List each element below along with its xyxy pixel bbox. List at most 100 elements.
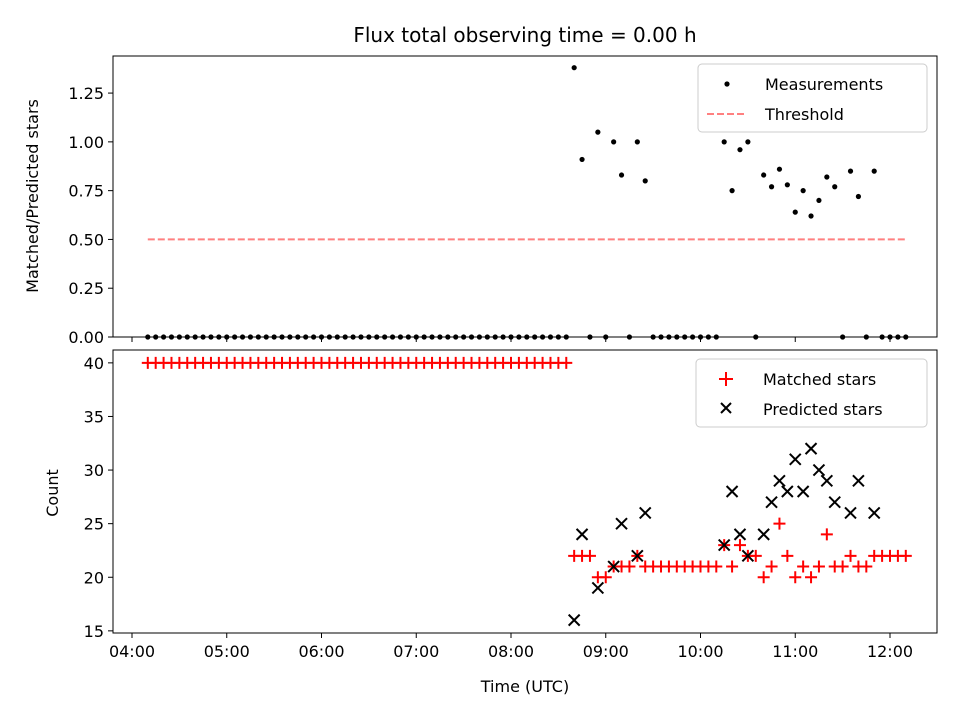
matched-star-point	[899, 549, 912, 562]
measurement-point	[855, 193, 862, 200]
y-tick-label: 1.00	[68, 133, 104, 152]
y-tick-label: 35	[84, 407, 104, 426]
x-tick-label: 09:00	[583, 642, 629, 661]
measurement-point	[579, 156, 585, 163]
matched-star-point	[820, 528, 833, 541]
bottom-legend-box	[695, 358, 928, 428]
predicted-star-point	[781, 485, 794, 498]
measurement-point	[871, 168, 877, 174]
predicted-star-point	[567, 613, 581, 627]
y-tick-label: 40	[84, 354, 104, 373]
predicted-star-point	[591, 581, 605, 595]
predicted-star-point	[575, 528, 589, 541]
legend-predicted-label: Predicted stars	[763, 400, 883, 419]
bottom-x-axis: 04:00 05:00 06:00 07:00 08:00 09:00 10:00 11:00…	[109, 633, 913, 661]
y-tick-label: 0.25	[68, 279, 104, 298]
matched-star-point	[836, 560, 849, 573]
predicted-star-point	[804, 442, 818, 455]
top-y-axis-label: Matched/Predicted stars	[23, 99, 42, 293]
measurement-point	[847, 168, 854, 174]
y-tick-label: 0.50	[68, 230, 104, 249]
predicted-star-point	[796, 485, 810, 498]
matched-star-point	[860, 560, 873, 573]
matched-star-point	[805, 571, 818, 584]
matched-star-point	[733, 539, 746, 552]
x-tick-label: 06:00	[298, 642, 344, 661]
bottom-y-axis: 15 20 25 30 35 40	[84, 354, 113, 641]
measurement-point	[571, 65, 577, 71]
measurement-point	[721, 139, 727, 145]
y-tick-label: 0.00	[68, 328, 104, 347]
chart-title: Flux total observing time = 0.00 h	[353, 23, 696, 47]
matched-star-point	[560, 356, 573, 369]
star-count-panel: Count Time (UTC) 15 20 25 30 35 40 04:00 05:00…	[43, 349, 938, 696]
measurement-point	[595, 129, 601, 135]
x-tick-label: 04:00	[109, 642, 155, 661]
predicted-star-point	[757, 528, 770, 541]
top-axes-frame	[112, 55, 938, 338]
x-axis-label: Time (UTC)	[480, 677, 569, 696]
top-legend-box	[697, 63, 928, 133]
flux-ratio-panel: Flux total observing time = 0.00 h Match…	[23, 23, 938, 347]
predicted-star-point	[607, 560, 620, 573]
matched-star-point	[599, 571, 612, 584]
matched-star-point	[844, 549, 857, 562]
measurement-point	[745, 139, 751, 145]
matched-star-point	[797, 560, 810, 573]
y-tick-label: 30	[84, 461, 104, 480]
predicted-star-point	[615, 517, 628, 530]
matched-star-point	[812, 560, 825, 573]
y-tick-label: 25	[84, 515, 104, 534]
matched-star-point	[757, 571, 770, 584]
predicted-star-point	[852, 474, 865, 487]
x-tick-label: 08:00	[488, 642, 534, 661]
predicted-star-point	[844, 506, 857, 520]
legend-measurements-marker	[724, 81, 730, 87]
y-tick-label: 15	[84, 622, 104, 641]
matched-star-point	[781, 549, 794, 562]
x-tick-label: 11:00	[772, 642, 818, 661]
matched-star-point	[726, 560, 739, 573]
measurement-point	[611, 139, 617, 145]
x-tick-label: 10:00	[677, 642, 723, 661]
legend-predicted-marker	[720, 402, 732, 414]
x-tick-label: 05:00	[204, 642, 250, 661]
predicted-star-point	[828, 496, 841, 509]
matched-star-point	[773, 517, 786, 530]
top-y-axis: 0.00 0.25 0.50 0.75 1.00 1.25	[68, 84, 113, 347]
predicted-star-point	[741, 549, 755, 563]
y-tick-label: 0.75	[68, 182, 104, 201]
legend-threshold-label: Threshold	[764, 105, 844, 124]
legend-matched-marker	[719, 372, 733, 386]
matched-star-point	[789, 571, 802, 584]
predicted-star-point	[820, 474, 834, 487]
predicted-star-point	[868, 506, 881, 520]
predicted-star-point	[717, 538, 731, 552]
top-plot-area	[145, 65, 909, 340]
measurement-point	[784, 182, 790, 188]
matched-star-point	[749, 549, 762, 562]
matched-star-point	[623, 560, 636, 573]
predicted-star-point	[773, 474, 786, 487]
measurement-point	[618, 172, 625, 178]
bottom-legend: Matched stars Predicted stars	[695, 358, 928, 428]
predicted-star-point	[725, 485, 739, 498]
measurement-point	[729, 188, 735, 194]
bottom-plot-area	[141, 356, 912, 627]
matched-star-point	[583, 549, 596, 562]
y-tick-label: 20	[84, 568, 104, 587]
measurement-point	[642, 178, 648, 184]
measurement-point	[634, 139, 640, 145]
x-tick-label: 12:00	[867, 642, 913, 661]
predicted-star-point	[789, 453, 802, 466]
predicted-star-point	[631, 549, 644, 563]
matched-star-point	[765, 560, 778, 573]
measurement-point	[792, 209, 798, 215]
matched-star-point	[710, 560, 723, 573]
measurement-point	[737, 147, 743, 153]
y-tick-label: 1.25	[68, 84, 104, 103]
predicted-star-point	[765, 496, 778, 509]
measurement-point	[816, 197, 822, 204]
measurement-point	[800, 188, 806, 194]
